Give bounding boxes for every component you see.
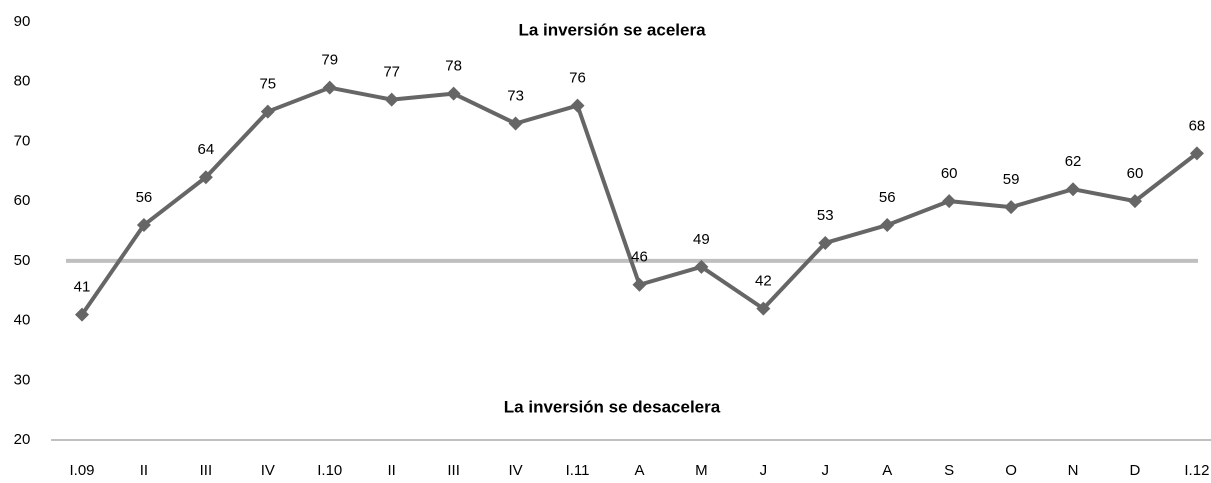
y-tick-label: 90 <box>14 13 31 30</box>
x-tick-label: I.10 <box>317 462 342 479</box>
x-tick-label: III <box>447 462 460 479</box>
x-tick-label: O <box>1005 462 1017 479</box>
data-label: 76 <box>569 70 586 87</box>
x-tick-label: II <box>140 462 148 479</box>
data-label: 49 <box>693 231 710 248</box>
x-tick-label: S <box>944 462 954 479</box>
annotation: La inversión se desacelera <box>504 397 721 416</box>
marker <box>880 218 895 233</box>
x-tick-label: I.11 <box>566 462 590 479</box>
data-label: 60 <box>1127 165 1144 182</box>
marker <box>756 301 771 316</box>
data-label: 46 <box>631 249 648 266</box>
x-tick-label: D <box>1130 462 1141 479</box>
data-label: 68 <box>1189 117 1206 134</box>
data-label: 56 <box>879 189 896 206</box>
data-label: 73 <box>507 87 524 104</box>
marker <box>1127 194 1142 209</box>
data-label: 60 <box>941 165 958 182</box>
x-tick-label: I.12 <box>1184 462 1209 479</box>
marker <box>136 218 151 233</box>
annotation: La inversión se acelera <box>518 20 706 39</box>
data-label: 56 <box>136 189 153 206</box>
x-tick-label: J <box>760 462 768 479</box>
marker <box>322 80 337 95</box>
marker <box>1004 200 1019 215</box>
data-label: 75 <box>259 76 276 93</box>
marker <box>942 194 957 209</box>
marker <box>1189 146 1204 161</box>
marker <box>818 235 833 250</box>
data-label: 53 <box>817 207 834 224</box>
marker <box>570 98 585 113</box>
y-tick-label: 30 <box>14 371 31 388</box>
x-tick-label: A <box>634 462 644 479</box>
x-tick-label: IV <box>508 462 522 479</box>
y-tick-label: 60 <box>14 192 31 209</box>
y-tick-label: 50 <box>14 252 31 269</box>
marker <box>446 86 461 101</box>
y-tick-label: 40 <box>14 312 31 329</box>
data-label: 79 <box>321 52 338 69</box>
marker <box>75 307 89 322</box>
marker <box>508 116 523 131</box>
x-tick-label: N <box>1068 462 1079 479</box>
x-tick-label: IV <box>261 462 275 479</box>
data-label: 64 <box>198 141 215 158</box>
data-label: 41 <box>74 279 91 296</box>
data-label: 59 <box>1003 171 1020 188</box>
marker <box>198 170 213 185</box>
data-label: 77 <box>383 64 400 81</box>
data-label: 62 <box>1065 153 1082 170</box>
marker <box>632 277 647 292</box>
marker <box>1066 182 1081 197</box>
x-tick-label: III <box>200 462 213 479</box>
data-label: 78 <box>445 58 462 75</box>
x-tick-label: A <box>882 462 892 479</box>
marker <box>694 259 709 274</box>
marker <box>260 104 275 119</box>
x-tick-label: M <box>695 462 708 479</box>
data-label: 42 <box>755 273 772 290</box>
x-tick-label: I.09 <box>69 462 94 479</box>
marker <box>384 92 399 107</box>
y-tick-label: 80 <box>14 73 31 90</box>
x-tick-label: II <box>388 462 396 479</box>
y-tick-label: 70 <box>14 132 31 149</box>
x-tick-label: J <box>822 462 830 479</box>
y-tick-label: 20 <box>14 431 31 448</box>
